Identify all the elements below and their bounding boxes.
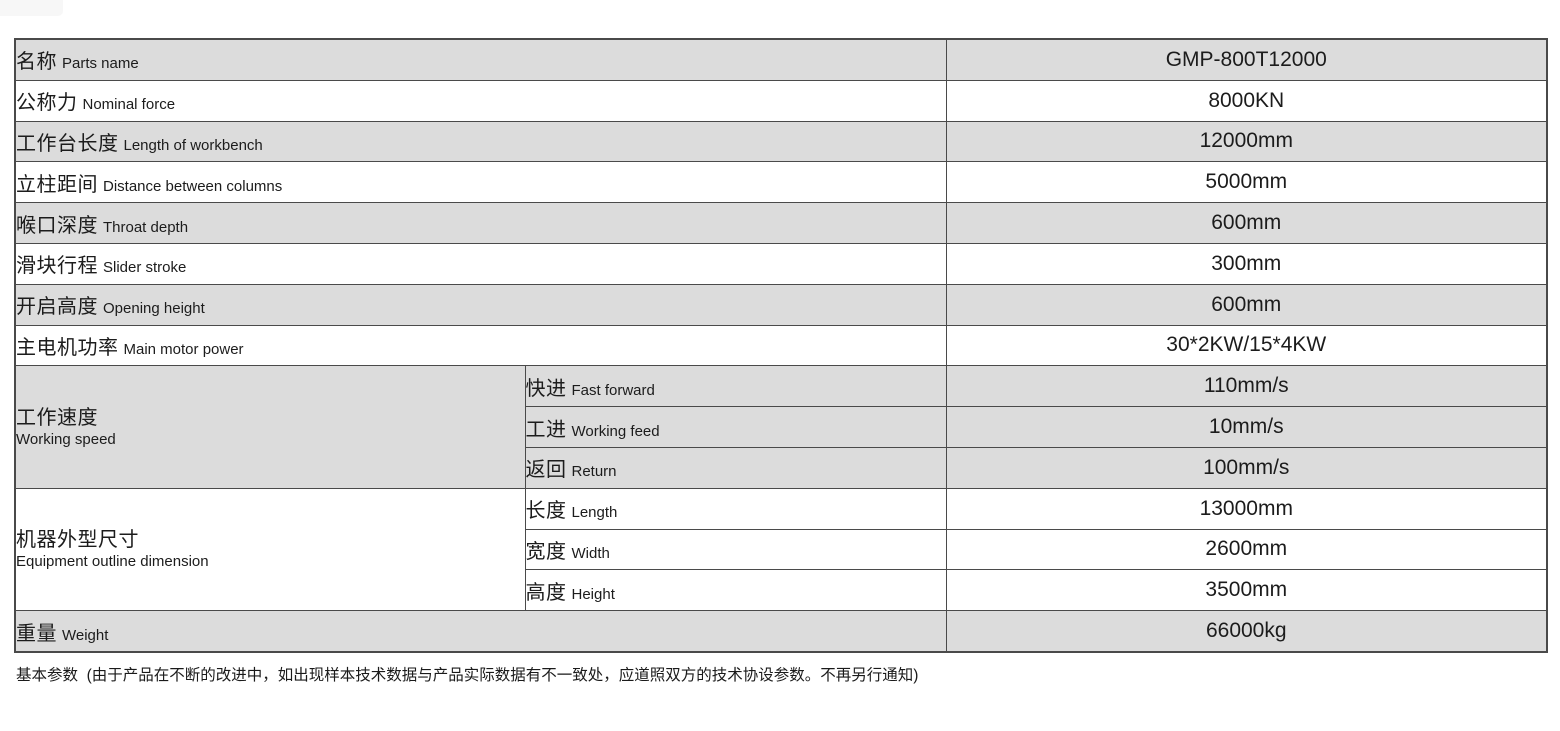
- table-row: 宽度 Width 2600mm: [15, 528, 1548, 571]
- row-label-nominal-force: 公称力 Nominal force: [14, 79, 947, 122]
- row-label-column-distance: 立柱距间 Distance between columns: [14, 161, 947, 204]
- label-en: Return: [571, 463, 617, 481]
- sublabel-fast-forward: 快进 Fast forward: [524, 365, 947, 408]
- label-en: Opening height: [103, 300, 205, 318]
- table-row: 返回 Return 100mm/s: [15, 446, 1548, 489]
- table-row: 名称 Parts name GMP-800T12000: [14, 38, 1548, 81]
- group-label-outline-dimension: 机器外型尺寸 Equipment outline dimension: [14, 487, 526, 612]
- row-value-working-feed: 10mm/s: [945, 406, 1548, 448]
- label-en: Weight: [62, 626, 109, 644]
- row-label-main-motor-power: 主电机功率 Main motor power: [14, 324, 947, 367]
- sublabel-width: 宽度 Width: [524, 528, 947, 571]
- row-label-weight: 重量 Weight: [14, 610, 947, 653]
- group-label-working-speed: 工作速度 Working speed: [14, 365, 526, 489]
- row-label-workbench-length: 工作台长度 Length of workbench: [14, 120, 947, 163]
- row-value-column-distance: 5000mm: [945, 161, 1548, 204]
- label-en: Fast forward: [571, 381, 655, 399]
- table-row: 机器外型尺寸 Equipment outline dimension 长度 Len…: [14, 487, 1548, 612]
- table-row: 喉口深度 Throat depth 600mm: [14, 202, 1548, 244]
- table-row: 工进 Working feed 10mm/s: [15, 406, 1548, 448]
- label-zh: 工作速度: [16, 406, 98, 429]
- sublabel-height: 高度 Height: [524, 569, 947, 612]
- table-row: 立柱距间 Distance between columns 5000mm: [14, 161, 1548, 204]
- row-label-opening-height: 开启高度 Opening height: [14, 283, 947, 326]
- label-zh: 高度: [525, 581, 567, 604]
- label-zh: 返回: [525, 459, 567, 482]
- label-en: Equipment outline dimension: [16, 552, 209, 570]
- table-row: 高度 Height 3500mm: [15, 569, 1548, 612]
- label-zh: 立柱距间: [16, 173, 98, 196]
- label-en: Working speed: [16, 430, 116, 448]
- label-en: Slider stroke: [103, 259, 187, 277]
- row-label-slider-stroke: 滑块行程 Slider stroke: [14, 242, 947, 285]
- basic-parameters-note: 基本参数 (由于产品在不断的改进中，如出现样本技术数据与产品实际数据有不一致处，…: [16, 667, 919, 684]
- label-en: Throat depth: [103, 218, 189, 236]
- table-row: 重量 Weight 66000kg: [14, 610, 1548, 653]
- row-value-height: 3500mm: [945, 569, 1548, 612]
- row-value-throat-depth: 600mm: [945, 202, 1548, 244]
- row-value-length: 13000mm: [945, 487, 1548, 530]
- label-en: Working feed: [571, 422, 660, 440]
- sublabel-working-feed: 工进 Working feed: [524, 406, 947, 448]
- row-value-parts-name: GMP-800T12000: [945, 38, 1548, 81]
- sublabel-return: 返回 Return: [524, 446, 947, 489]
- label-en: Parts name: [62, 55, 139, 73]
- label-en: Length: [571, 504, 618, 522]
- table-row: 滑块行程 Slider stroke 300mm: [14, 242, 1548, 285]
- row-value-return: 100mm/s: [945, 446, 1548, 489]
- label-zh: 快进: [525, 377, 567, 400]
- label-zh: 机器外型尺寸: [16, 528, 139, 551]
- label-en: Length of workbench: [123, 136, 263, 154]
- row-value-nominal-force: 8000KN: [945, 79, 1548, 122]
- label-zh: 滑块行程: [16, 255, 98, 278]
- row-value-slider-stroke: 300mm: [945, 242, 1548, 285]
- label-zh: 工作台长度: [16, 132, 119, 155]
- label-en: Nominal force: [82, 96, 176, 114]
- label-zh: 名称: [16, 51, 57, 74]
- table-row: 主电机功率 Main motor power 30*2KW/15*4KW: [14, 324, 1548, 367]
- row-value-weight: 66000kg: [945, 610, 1548, 653]
- row-value-opening-height: 600mm: [945, 283, 1548, 326]
- row-label-parts-name: 名称 Parts name: [14, 38, 947, 81]
- spec-table: 名称 Parts name GMP-800T12000 公称力 Nominal fo…: [14, 38, 1549, 653]
- label-en: Width: [571, 544, 610, 562]
- label-zh: 喉口深度: [16, 214, 98, 237]
- label-zh: 主电机功率: [16, 336, 119, 359]
- label-en: Height: [571, 585, 615, 603]
- row-value-workbench-length: 12000mm: [945, 120, 1548, 163]
- label-en: Main motor power: [123, 340, 244, 358]
- table-row: 开启高度 Opening height 600mm: [14, 283, 1548, 326]
- row-label-throat-depth: 喉口深度 Throat depth: [14, 202, 947, 244]
- label-zh: 公称力: [16, 92, 78, 115]
- label-en: Distance between columns: [103, 177, 283, 195]
- label-zh: 重量: [16, 622, 57, 645]
- table-row: 工作速度 Working speed 快进 Fast forward 110mm/…: [14, 365, 1548, 489]
- label-zh: 工进: [525, 418, 567, 441]
- row-value-fast-forward: 110mm/s: [945, 365, 1548, 408]
- row-value-main-motor-power: 30*2KW/15*4KW: [945, 324, 1548, 367]
- label-zh: 开启高度: [16, 296, 98, 319]
- table-row: 公称力 Nominal force 8000KN: [14, 79, 1548, 122]
- label-zh: 长度: [525, 500, 567, 523]
- table-row: 工作台长度 Length of workbench 12000mm: [14, 120, 1548, 163]
- sublabel-length: 长度 Length: [524, 487, 947, 530]
- label-zh: 宽度: [525, 540, 567, 563]
- row-value-width: 2600mm: [945, 528, 1548, 571]
- page-corner-artifact: [0, 0, 63, 16]
